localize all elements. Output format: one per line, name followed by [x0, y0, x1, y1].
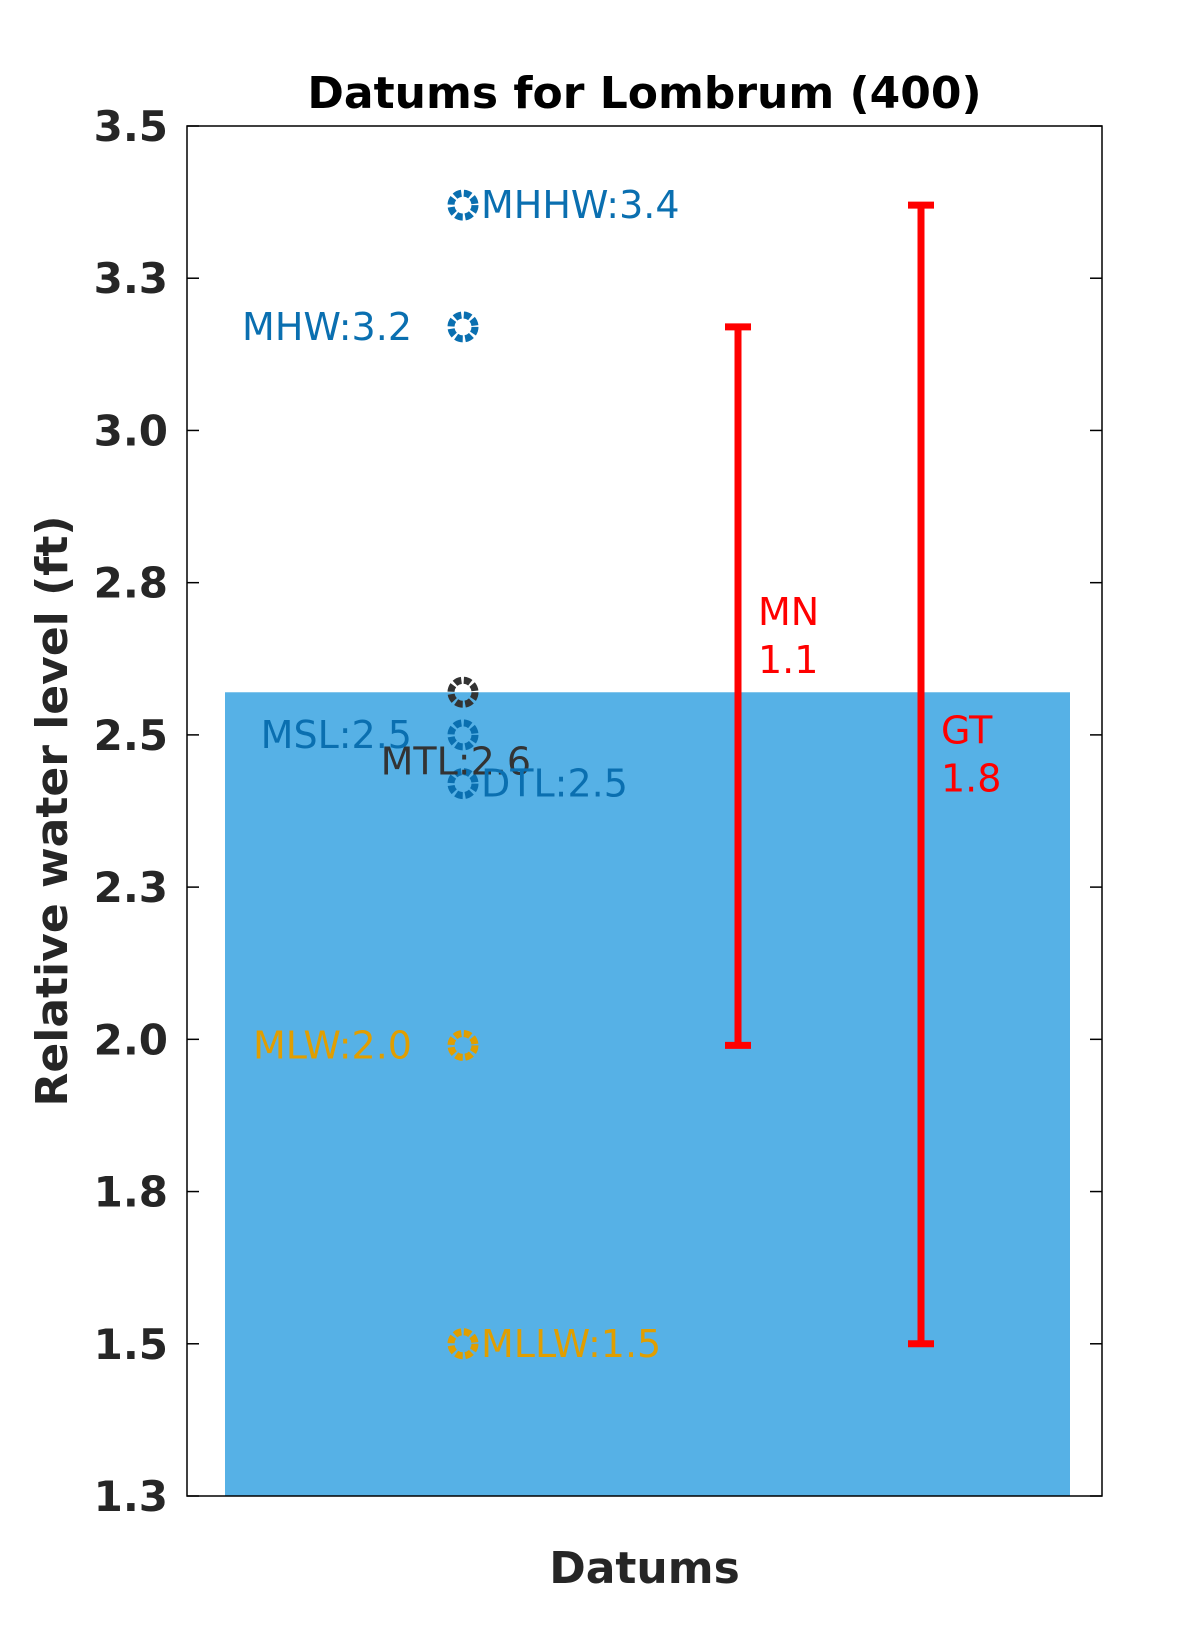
datum-label: MHW:3.2	[242, 305, 412, 349]
y-tick-label: 2.3	[94, 863, 168, 912]
range-bars: MN1.1 GT1.8	[725, 201, 1001, 1348]
datum-label: DTL:2.5	[481, 762, 628, 806]
datum-label: MLLW:1.5	[481, 1322, 661, 1366]
range-name-label: GT	[941, 708, 993, 752]
datum-marker	[447, 1328, 479, 1360]
range-name-label: MN	[758, 590, 819, 634]
datum-label: MTL:2.6	[381, 739, 531, 783]
datum-marker	[447, 1029, 479, 1061]
datum-points	[447, 189, 479, 1360]
y-axis-tick-labels: 1.3 1.5 1.8 2.0 2.3 2.5 2.8 3.0 3.3 3.5	[94, 102, 168, 1521]
y-tick-label: 2.8	[94, 559, 168, 608]
y-tick-label: 3.3	[94, 254, 168, 303]
x-axis-label: Datums	[549, 1543, 740, 1594]
y-tick-label: 1.5	[94, 1320, 168, 1369]
datum-label: MSL:2.5	[261, 713, 412, 757]
y-tick-label: 1.3	[94, 1472, 168, 1521]
datum-label: MHHW:3.4	[481, 183, 680, 227]
datum-marker	[447, 676, 479, 708]
datum-label: MLW:2.0	[253, 1023, 412, 1067]
range-value-label: 1.8	[941, 756, 1001, 800]
datum-marker	[447, 768, 479, 800]
datum-marker	[447, 311, 479, 343]
y-tick-label: 3.5	[94, 102, 168, 151]
y-axis-label: Relative water level (ft)	[27, 516, 78, 1107]
y-tick-label: 2.0	[94, 1015, 168, 1064]
y-axis-ticks	[187, 125, 1102, 1497]
y-tick-label: 1.8	[94, 1168, 168, 1217]
background-bar	[225, 692, 1070, 1496]
datum-marker	[447, 719, 479, 751]
chart-title: Datums for Lombrum (400)	[307, 68, 981, 119]
range-value-label: 1.1	[758, 638, 818, 682]
y-tick-label: 2.5	[94, 711, 168, 760]
datum-marker	[447, 189, 479, 221]
plot-frame	[186, 125, 1103, 1497]
y-tick-label: 3.0	[94, 406, 168, 455]
